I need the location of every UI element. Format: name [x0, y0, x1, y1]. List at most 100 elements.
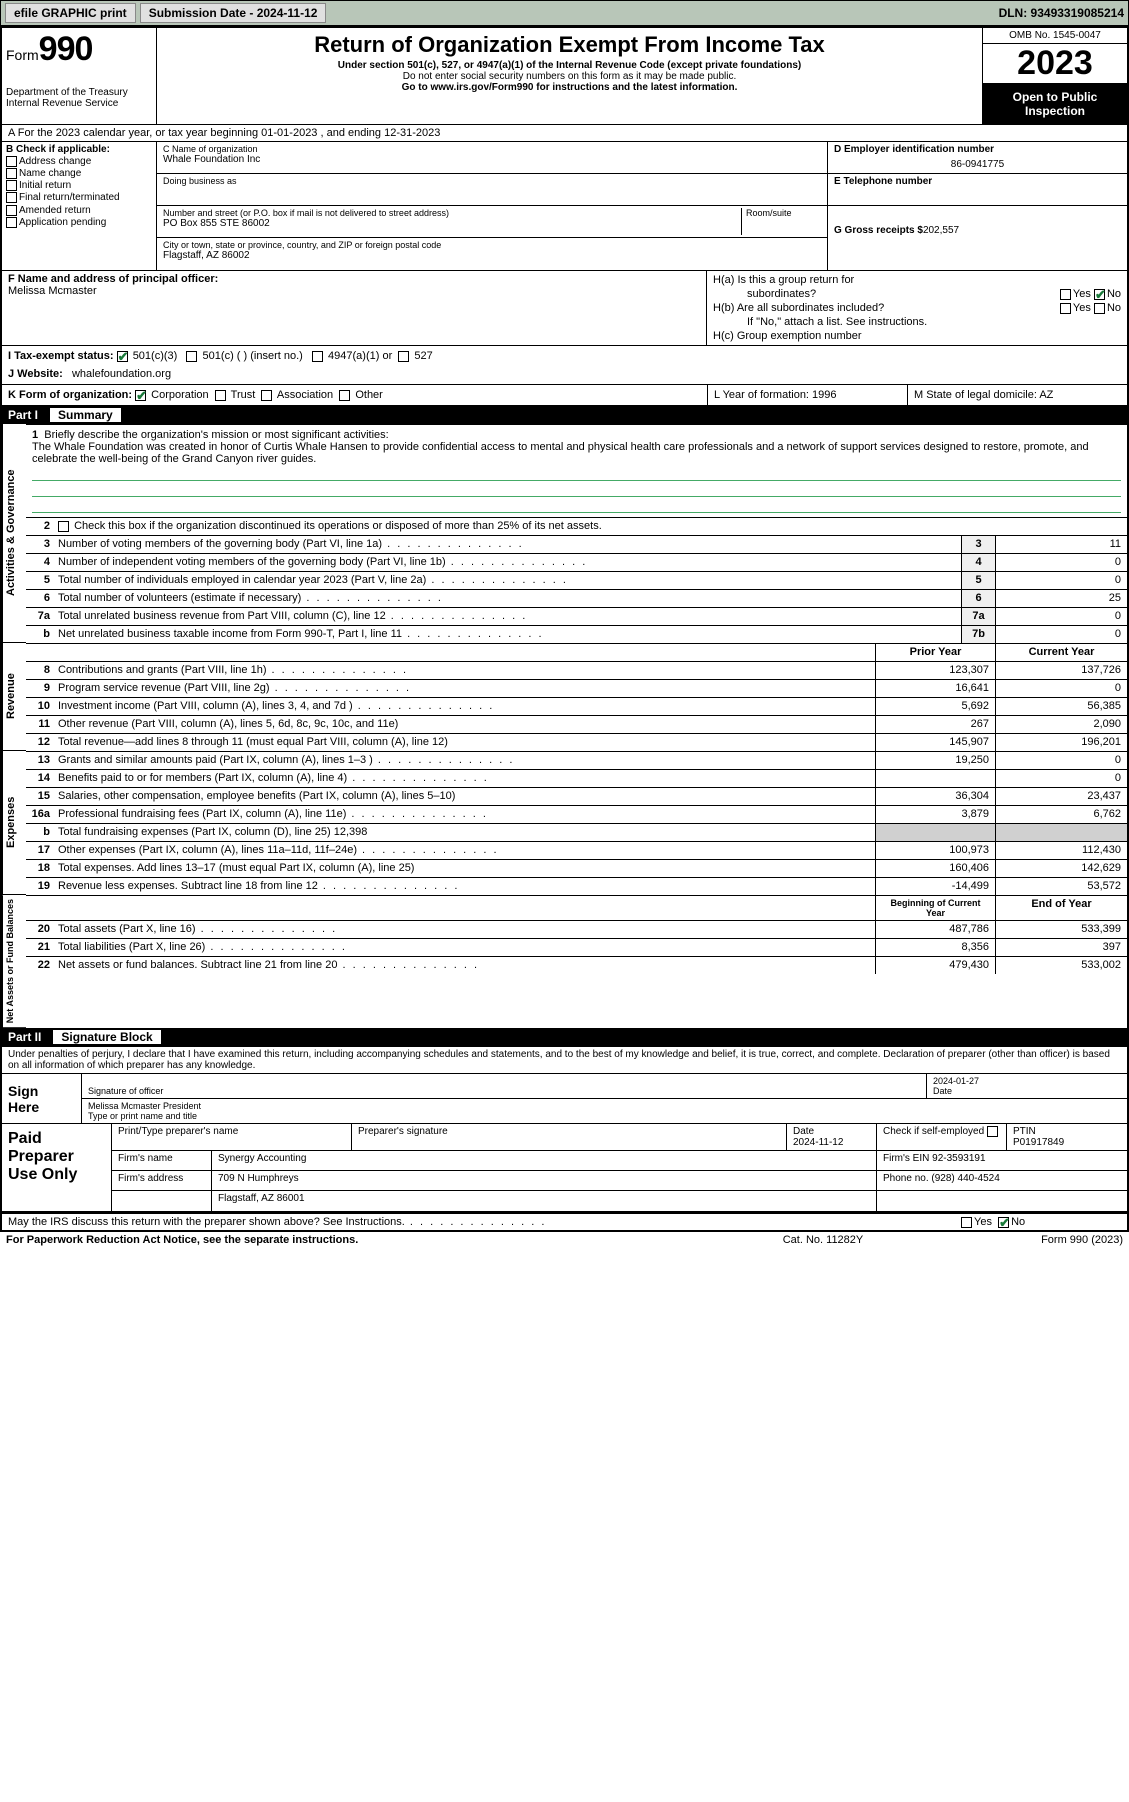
org-address: PO Box 855 STE 86002 [163, 218, 741, 229]
line6-desc: Total number of volunteers (estimate if … [54, 590, 961, 607]
omb-number: OMB No. 1545-0047 [983, 28, 1127, 44]
line22-begin: 479,430 [875, 957, 995, 974]
4947-checkbox[interactable] [312, 351, 323, 362]
line17-prior: 100,973 [875, 842, 995, 859]
prior-year-hdr: Prior Year [875, 644, 995, 661]
501c-checkbox[interactable] [186, 351, 197, 362]
firm-ein: 92-3593191 [932, 1153, 985, 1164]
form-word: Form [6, 47, 39, 63]
line10-desc: Investment income (Part VIII, column (A)… [54, 698, 875, 715]
527-checkbox[interactable] [398, 351, 409, 362]
form-990-frame: Form990 Department of the Treasury Inter… [0, 26, 1129, 1232]
line18-current: 142,629 [995, 860, 1127, 877]
line7a-val: 0 [995, 608, 1127, 625]
hb-label: H(b) Are all subordinates included? [713, 302, 884, 314]
paid-preparer-block: Paid Preparer Use Only Print/Type prepar… [2, 1123, 1127, 1213]
hb-no-checkbox[interactable] [1094, 303, 1105, 314]
signature-intro: Under penalties of perjury, I declare th… [2, 1046, 1127, 1073]
amended-return-checkbox[interactable] [6, 205, 17, 216]
phone-value: (928) 440-4524 [931, 1173, 999, 1184]
discuss-yes-checkbox[interactable] [961, 1217, 972, 1228]
discuss-no-label: No [1011, 1216, 1025, 1228]
no-label-2: No [1107, 302, 1121, 314]
line19-prior: -14,499 [875, 878, 995, 895]
website-value[interactable]: whalefoundation.org [72, 368, 171, 380]
hb-yes-checkbox[interactable] [1060, 303, 1071, 314]
room-label: Room/suite [746, 208, 821, 218]
org-name: Whale Foundation Inc [163, 154, 821, 165]
sig-officer-label: Signature of officer [88, 1086, 163, 1096]
self-emp-label: Check if self-employed [883, 1126, 984, 1137]
efile-print-button[interactable]: efile GRAPHIC print [5, 3, 136, 23]
form-title: Return of Organization Exempt From Incom… [163, 32, 976, 58]
assoc-checkbox[interactable] [261, 390, 272, 401]
ein-value: 86-0941775 [834, 159, 1121, 170]
line14-current: 0 [995, 770, 1127, 787]
initial-return-checkbox[interactable] [6, 180, 17, 191]
goto-link[interactable]: Go to www.irs.gov/Form990 for instructio… [163, 82, 976, 93]
application-pending-checkbox[interactable] [6, 217, 17, 228]
prep-date: 2024-11-12 [793, 1137, 843, 1148]
ha-no-checkbox[interactable] [1094, 289, 1105, 300]
501c3-checkbox[interactable] [117, 351, 128, 362]
line15-prior: 36,304 [875, 788, 995, 805]
submission-date-button[interactable]: Submission Date - 2024-11-12 [140, 3, 327, 23]
corp-checkbox[interactable] [135, 390, 146, 401]
part2-name: Part II [8, 1030, 41, 1044]
firm-name: Synergy Accounting [212, 1151, 877, 1170]
line17-desc: Other expenses (Part IX, column (A), lin… [54, 842, 875, 859]
amended-return-label: Amended return [19, 205, 91, 216]
line18-prior: 160,406 [875, 860, 995, 877]
dba-label: Doing business as [163, 176, 821, 186]
irs-label: Internal Revenue Service [6, 98, 152, 109]
line7a-desc: Total unrelated business revenue from Pa… [54, 608, 961, 625]
sig-date-label: Date [933, 1086, 952, 1096]
trust-checkbox[interactable] [215, 390, 226, 401]
line1-num: 1 [32, 429, 38, 441]
line22-desc: Net assets or fund balances. Subtract li… [54, 957, 875, 974]
here-label: Here [8, 1099, 75, 1115]
line2-checkbox[interactable] [58, 521, 69, 532]
name-change-checkbox[interactable] [6, 168, 17, 179]
begin-year-hdr: Beginning of Current Year [875, 896, 995, 920]
line20-desc: Total assets (Part X, line 16) [54, 921, 875, 938]
line16a-prior: 3,879 [875, 806, 995, 823]
prep-date-label: Date [793, 1126, 814, 1137]
line22-end: 533,002 [995, 957, 1127, 974]
self-employed-checkbox[interactable] [987, 1126, 998, 1137]
ptin-value: P01917849 [1013, 1137, 1064, 1148]
name-change-label: Name change [19, 168, 81, 179]
line14-desc: Benefits paid to or for members (Part IX… [54, 770, 875, 787]
final-return-label: Final return/terminated [19, 193, 120, 204]
ptin-label: PTIN [1013, 1126, 1036, 1137]
org-city: Flagstaff, AZ 86002 [163, 250, 821, 261]
line12-prior: 145,907 [875, 734, 995, 751]
line12-current: 196,201 [995, 734, 1127, 751]
city-label: City or town, state or province, country… [163, 240, 821, 250]
hc-label: H(c) Group exemption number [713, 330, 862, 342]
ha-yes-checkbox[interactable] [1060, 289, 1071, 300]
form-org-label: K Form of organization: [8, 389, 132, 401]
ha-label: H(a) Is this a group return for [713, 274, 854, 286]
telephone-label: E Telephone number [834, 176, 1121, 187]
preparer-name-label: Print/Type preparer's name [112, 1124, 352, 1150]
efile-topbar: efile GRAPHIC print Submission Date - 20… [0, 0, 1129, 26]
line9-prior: 16,641 [875, 680, 995, 697]
line19-desc: Revenue less expenses. Subtract line 18 … [54, 878, 875, 895]
line5-val: 0 [995, 572, 1127, 589]
firm-addr2: Flagstaff, AZ 86001 [212, 1191, 877, 1211]
phone-label: Phone no. [883, 1173, 929, 1184]
line21-begin: 8,356 [875, 939, 995, 956]
line7b-val: 0 [995, 626, 1127, 643]
line13-current: 0 [995, 752, 1127, 769]
final-return-checkbox[interactable] [6, 192, 17, 203]
firm-addr1: 709 N Humphreys [218, 1173, 299, 1184]
other-checkbox[interactable] [339, 390, 350, 401]
discuss-no-checkbox[interactable] [998, 1217, 1009, 1228]
address-change-checkbox[interactable] [6, 156, 17, 167]
vtab-governance: Activities & Governance [2, 424, 26, 643]
line13-desc: Grants and similar amounts paid (Part IX… [54, 752, 875, 769]
mission-label: Briefly describe the organization's miss… [44, 429, 388, 441]
part1-header: Part I Summary [2, 406, 1127, 424]
line16a-desc: Professional fundraising fees (Part IX, … [54, 806, 875, 823]
